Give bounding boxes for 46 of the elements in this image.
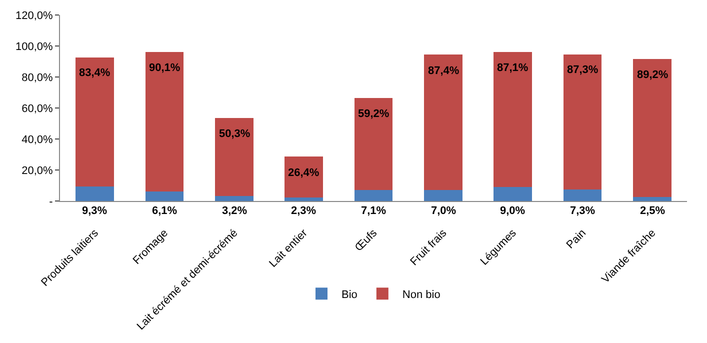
data-label: 7,1% xyxy=(361,205,386,217)
data-label: 7,0% xyxy=(431,205,456,217)
bar xyxy=(354,98,393,190)
data-label: 3,2% xyxy=(222,205,248,217)
data-label: 87,1% xyxy=(497,62,528,74)
bar xyxy=(215,196,254,201)
bar xyxy=(354,190,393,201)
data-label: 87,3% xyxy=(567,64,598,76)
y-tick-label: 120,0% xyxy=(15,10,54,22)
bar xyxy=(633,58,672,198)
bar xyxy=(145,192,184,201)
x-tick-label: Pain xyxy=(564,227,589,252)
data-label: 26,4% xyxy=(288,167,320,179)
bar xyxy=(563,54,602,190)
data-label: 59,2% xyxy=(358,108,390,120)
bar xyxy=(424,54,462,190)
bar xyxy=(215,118,254,196)
y-tick-label: - xyxy=(49,196,54,208)
data-label: 6,1% xyxy=(152,205,178,217)
data-label: 2,3% xyxy=(291,205,316,217)
bar xyxy=(494,187,532,201)
data-label: 9,3% xyxy=(82,205,108,217)
bar xyxy=(284,156,323,198)
y-tick-label: 20,0% xyxy=(22,164,54,177)
legend-label: Non bio xyxy=(402,288,440,301)
bar xyxy=(563,190,602,201)
data-label: 87,4% xyxy=(428,65,460,77)
bar xyxy=(76,57,114,187)
data-label: 83,4% xyxy=(79,67,110,79)
bar xyxy=(145,52,184,192)
bar xyxy=(494,52,532,188)
bar xyxy=(424,190,462,201)
y-tick-label: 80,0% xyxy=(22,72,54,84)
bar xyxy=(76,186,114,201)
legend-label: Bio xyxy=(342,288,358,301)
y-tick-label: 60,0% xyxy=(22,102,54,115)
data-label: 7,3% xyxy=(570,205,596,217)
data-label: 2,5% xyxy=(640,205,666,217)
data-label: 89,2% xyxy=(637,69,668,81)
y-tick-label: 40,0% xyxy=(22,134,54,146)
data-label: 90,1% xyxy=(149,62,180,74)
bar xyxy=(284,197,323,201)
y-tick-label: 100,0% xyxy=(15,40,54,53)
data-label: 50,3% xyxy=(219,128,250,140)
data-label: 9,0% xyxy=(500,205,526,217)
bar xyxy=(633,197,672,201)
